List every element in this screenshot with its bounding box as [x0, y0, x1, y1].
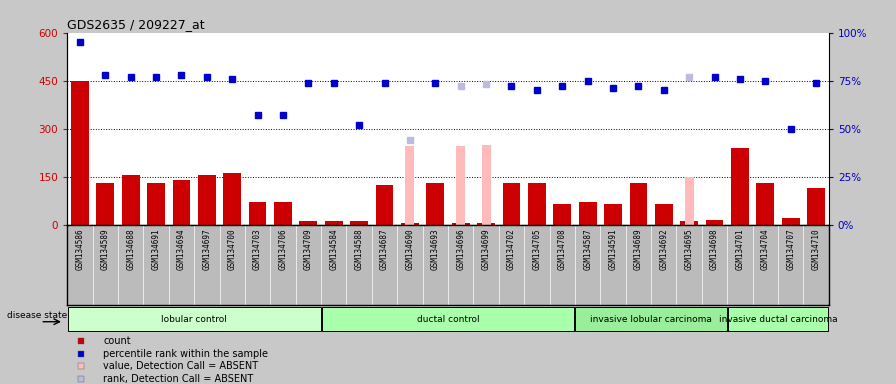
Bar — [554, 204, 571, 225]
Bar — [731, 148, 749, 225]
Bar — [782, 218, 799, 225]
Bar — [807, 188, 825, 225]
Text: GSM134689: GSM134689 — [633, 229, 643, 270]
Bar — [299, 222, 317, 225]
Text: percentile rank within the sample: percentile rank within the sample — [103, 349, 268, 359]
Text: lobular control: lobular control — [161, 314, 227, 324]
Bar — [401, 223, 418, 225]
Bar — [630, 183, 647, 225]
Bar — [706, 220, 723, 225]
Text: rank, Detection Call = ABSENT: rank, Detection Call = ABSENT — [103, 374, 254, 384]
Text: GSM134688: GSM134688 — [126, 229, 135, 270]
Bar — [426, 183, 444, 225]
Bar — [173, 180, 190, 225]
Text: invasive lobular carcinoma: invasive lobular carcinoma — [590, 314, 712, 324]
Bar — [503, 183, 521, 225]
Bar — [68, 307, 321, 331]
Text: GSM134698: GSM134698 — [710, 229, 719, 270]
Bar — [528, 183, 546, 225]
Text: GSM134699: GSM134699 — [481, 229, 491, 270]
Bar — [728, 307, 828, 331]
Text: GSM134690: GSM134690 — [405, 229, 415, 270]
Bar — [322, 307, 574, 331]
Bar — [198, 175, 216, 225]
Bar — [122, 175, 140, 225]
Text: value, Detection Call = ABSENT: value, Detection Call = ABSENT — [103, 361, 258, 371]
Text: GSM134701: GSM134701 — [736, 229, 745, 270]
Text: GSM134693: GSM134693 — [431, 229, 440, 270]
Text: GSM134704: GSM134704 — [761, 229, 770, 270]
Bar — [655, 204, 673, 225]
Bar — [680, 222, 698, 225]
Bar — [249, 202, 266, 225]
Text: GSM134694: GSM134694 — [177, 229, 186, 270]
Text: disease state: disease state — [7, 311, 67, 320]
Bar — [147, 183, 165, 225]
Text: count: count — [103, 336, 131, 346]
Bar — [97, 183, 114, 225]
Bar — [478, 223, 495, 225]
Text: GSM134705: GSM134705 — [532, 229, 541, 270]
Bar — [71, 81, 89, 225]
Text: GSM134586: GSM134586 — [75, 229, 84, 270]
Text: GSM134700: GSM134700 — [228, 229, 237, 270]
Text: GSM134591: GSM134591 — [608, 229, 617, 270]
Text: invasive ductal carcinoma: invasive ductal carcinoma — [719, 314, 838, 324]
Text: GSM134710: GSM134710 — [812, 229, 821, 270]
Bar — [685, 177, 694, 225]
Text: GSM134706: GSM134706 — [279, 229, 288, 270]
Bar — [575, 307, 727, 331]
Text: GSM134687: GSM134687 — [380, 229, 389, 270]
Text: GSM134692: GSM134692 — [659, 229, 668, 270]
Text: GSM134584: GSM134584 — [329, 229, 339, 270]
Bar — [456, 146, 465, 225]
Bar — [756, 183, 774, 225]
Bar — [375, 185, 393, 225]
Text: GDS2635 / 209227_at: GDS2635 / 209227_at — [67, 18, 205, 31]
Text: GSM134702: GSM134702 — [507, 229, 516, 270]
Text: GSM134708: GSM134708 — [557, 229, 567, 270]
Text: GSM134587: GSM134587 — [583, 229, 592, 270]
Bar — [579, 202, 597, 225]
Bar — [325, 222, 342, 225]
Bar — [406, 146, 414, 225]
Bar — [482, 145, 490, 225]
Text: GSM134588: GSM134588 — [355, 229, 364, 270]
Bar — [604, 204, 622, 225]
Bar — [350, 222, 368, 225]
Text: ductal control: ductal control — [417, 314, 479, 324]
Bar — [274, 202, 292, 225]
Text: GSM134691: GSM134691 — [151, 229, 160, 270]
Bar — [223, 174, 241, 225]
Text: GSM134695: GSM134695 — [685, 229, 694, 270]
Text: GSM134703: GSM134703 — [253, 229, 263, 270]
Text: GSM134709: GSM134709 — [304, 229, 313, 270]
Text: GSM134707: GSM134707 — [786, 229, 796, 270]
Text: GSM134696: GSM134696 — [456, 229, 465, 270]
Text: GSM134697: GSM134697 — [202, 229, 211, 270]
Bar — [452, 223, 470, 225]
Text: GSM134589: GSM134589 — [100, 229, 110, 270]
